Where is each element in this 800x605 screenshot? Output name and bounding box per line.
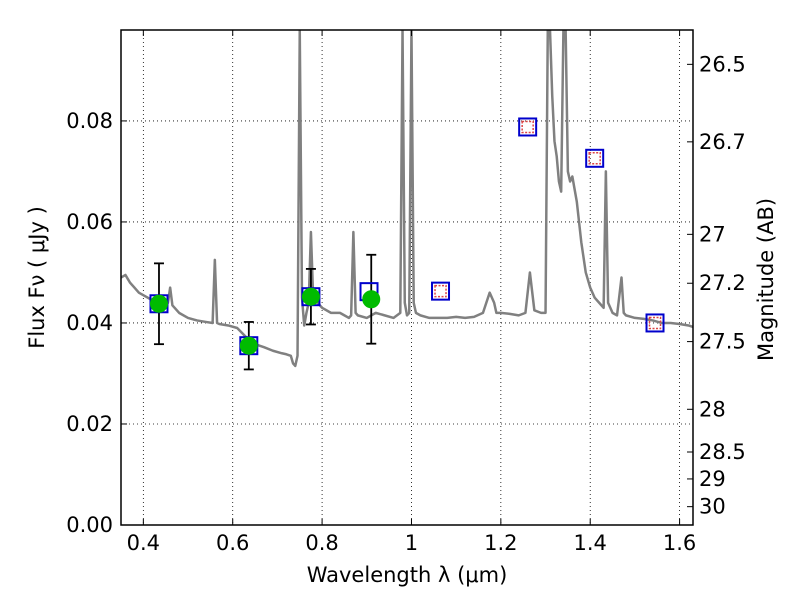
- observed-flux-point: [301, 287, 320, 306]
- observed-flux-point: [239, 336, 258, 355]
- model-flux-square: [585, 148, 605, 168]
- y2-axis-label: Magnitude (AB): [754, 198, 778, 361]
- x-tick-label: 0.8: [305, 531, 338, 555]
- plot-area: [121, 30, 693, 371]
- y2-tick-label: 29: [699, 467, 726, 491]
- y-axis-label: Flux Fν ( μJy ): [25, 206, 49, 349]
- model-spectrum-line: [121, 30, 693, 368]
- y2-tick-label: 27.5: [699, 330, 746, 354]
- axis-ticks: 0.4 0.6 0.8 1 1.2 1.4 1.6 0.00 0.02 0.04 0.06 0.08 2…: [66, 30, 746, 555]
- x-tick-label: 1.2: [484, 531, 517, 555]
- y2-tick-label: 27: [699, 222, 726, 246]
- x-tick-label: 1: [405, 531, 418, 555]
- y-tick-label: 0.06: [66, 210, 113, 234]
- x-tick-label: 1.4: [574, 531, 607, 555]
- y2-tick-label: 28: [699, 397, 726, 421]
- y-tick-label: 0.02: [66, 412, 113, 436]
- y-tick-label: 0.00: [66, 513, 113, 537]
- x-tick-label: 1.6: [663, 531, 696, 555]
- model-flux-square: [645, 313, 665, 333]
- x-tick-label: 0.6: [216, 531, 249, 555]
- model-flux-square: [518, 117, 538, 137]
- upper-limit-square: [521, 120, 534, 134]
- model-flux-square: [431, 281, 451, 301]
- y-tick-label: 0.08: [66, 109, 113, 133]
- y2-tick-label: 26.7: [699, 130, 746, 154]
- observed-flux-point: [149, 294, 168, 313]
- y2-tick-label: 30: [699, 495, 726, 519]
- y2-tick-label: 27.2: [699, 271, 746, 295]
- upper-limit-square: [434, 284, 447, 298]
- upper-limit-square: [588, 152, 601, 165]
- y2-tick-label: 26.5: [699, 52, 746, 76]
- observed-flux-point: [362, 290, 381, 309]
- upper-limit-square: [648, 316, 662, 330]
- y-tick-label: 0.04: [66, 311, 113, 335]
- x-tick-label: 0.4: [127, 531, 160, 555]
- y2-tick-label: 28.5: [699, 440, 746, 464]
- plot-frame: [120, 29, 694, 526]
- x-axis-label: Wavelength λ (μm): [307, 563, 508, 587]
